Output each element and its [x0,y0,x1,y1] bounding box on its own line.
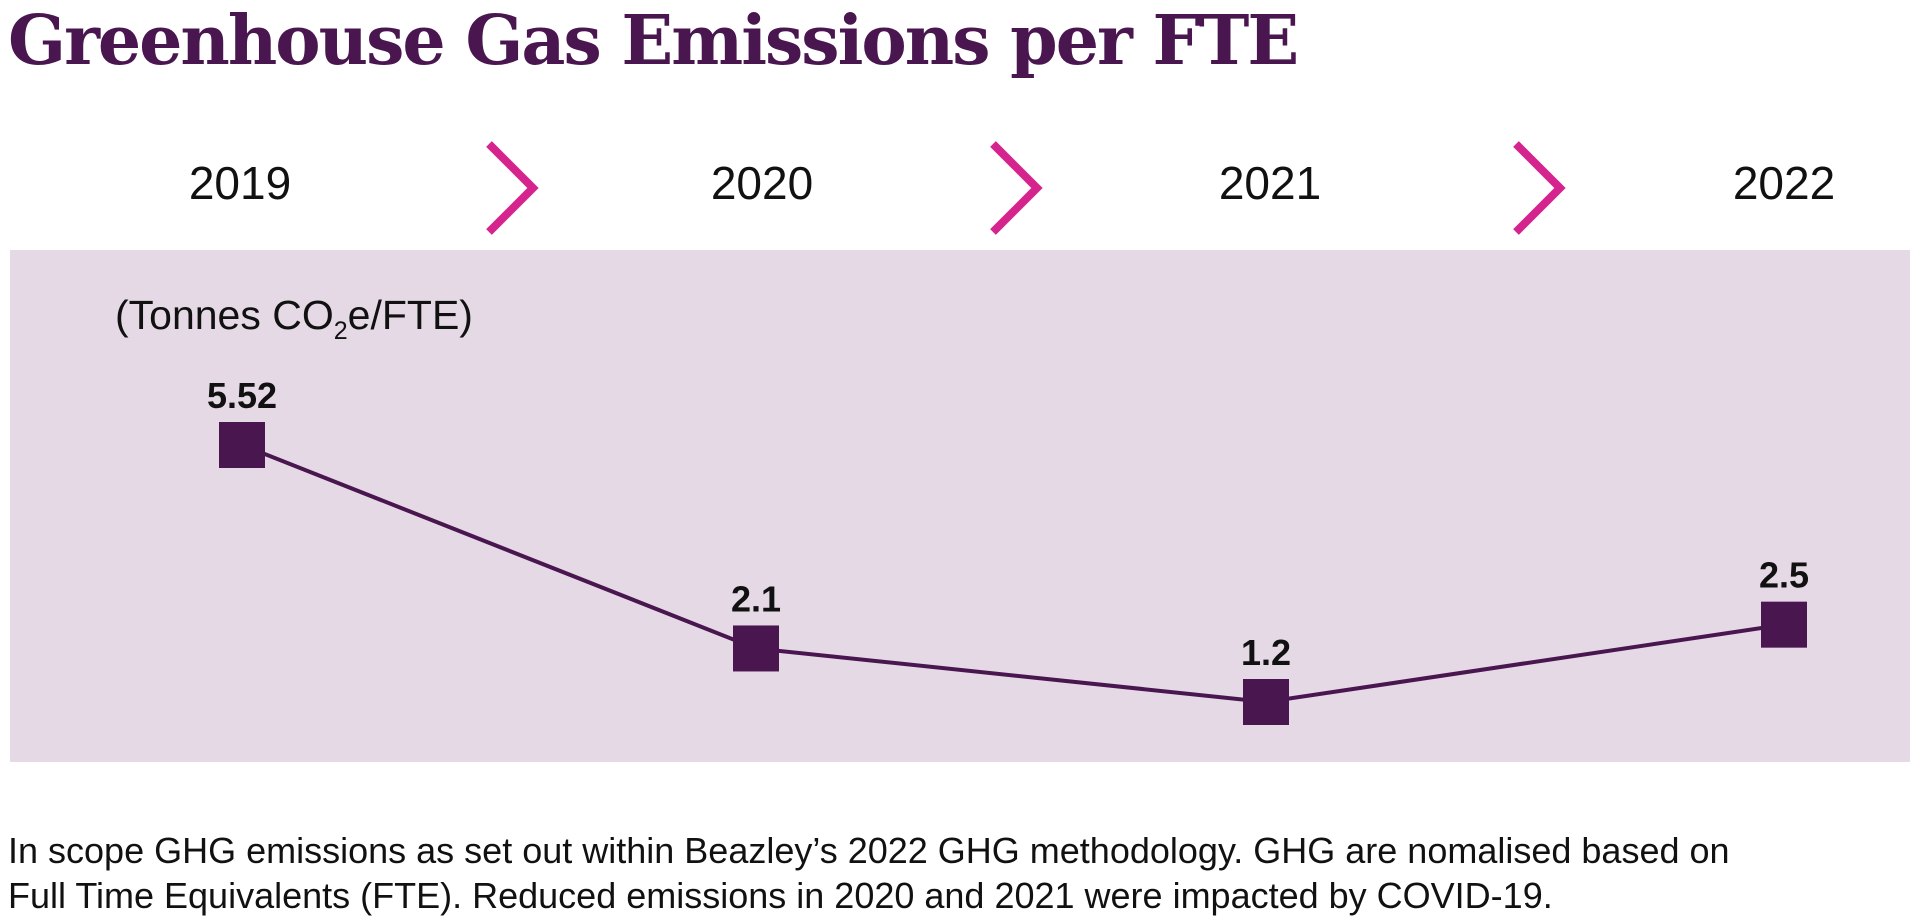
chevron-right-icon [1513,141,1566,235]
line-chart-svg: 5.52 2.1 1.2 2.5 [10,250,1910,762]
year-label-2021: 2021 [1218,157,1322,209]
data-point-marker-2020 [733,625,779,672]
data-point-marker-2022 [1761,601,1807,648]
chart-title: Greenhouse Gas Emissions per FTE [8,1,1299,81]
series-line [241,443,1785,705]
plot-area: 5.52 2.1 1.2 2.5 [10,250,1910,762]
data-point-marker-2019 [219,422,265,468]
data-point-marker-2021 [1243,679,1289,725]
plot-background [10,250,1910,762]
year-label-2022: 2022 [1732,157,1836,209]
data-label-2022: 2.5 [1759,555,1809,596]
data-label-2021: 1.2 [1241,632,1291,673]
year-label-2019: 2019 [188,157,292,209]
data-label-2019: 5.52 [207,375,277,416]
unit-label: (Tonnes CO2e/FTE) [115,292,473,345]
chevron-right-icon [990,141,1043,235]
year-header-row: 2019 2020 2021 2022 [0,140,1920,240]
data-label-2020: 2.1 [731,578,781,619]
footnote: In scope GHG emissions as set out within… [8,830,1730,916]
year-label-2020: 2020 [710,157,814,209]
chevron-right-icon [486,141,539,235]
